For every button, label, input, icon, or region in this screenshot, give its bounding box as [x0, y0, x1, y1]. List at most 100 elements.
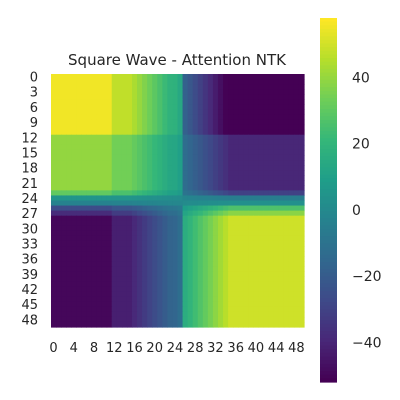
heatmap-cell [66, 230, 72, 237]
heatmap-cell [131, 266, 138, 272]
heatmap-cell [268, 205, 275, 212]
heatmap-cell [177, 104, 184, 111]
heatmap-cell [182, 149, 189, 156]
heatmap-cell [263, 276, 270, 283]
heatmap-cell [217, 190, 224, 197]
heatmap-cell [51, 129, 57, 136]
heatmap-cell [162, 134, 168, 141]
y-tick-label: 42 [21, 283, 38, 298]
heatmap-cell [61, 225, 67, 232]
heatmap-cell [66, 301, 72, 308]
heatmap-cell [283, 134, 290, 141]
heatmap-cell [76, 79, 82, 85]
heatmap-cell [253, 185, 260, 191]
heatmap-cell [187, 129, 194, 136]
heatmap-cell [192, 190, 199, 197]
heatmap-cell [217, 256, 224, 262]
heatmap-cell [233, 195, 239, 202]
heatmap-cell [147, 185, 153, 191]
heatmap-cell [263, 170, 270, 176]
heatmap-cell [61, 261, 67, 267]
heatmap-cell [248, 246, 254, 252]
heatmap-cell [71, 281, 77, 288]
heatmap-cell [167, 240, 174, 247]
heatmap-cell [137, 306, 143, 313]
heatmap-cell [207, 149, 214, 156]
heatmap-cell [187, 321, 194, 328]
heatmap-cell [233, 281, 239, 288]
heatmap-cell [223, 165, 229, 171]
heatmap-cell [157, 129, 163, 136]
heatmap-cell [243, 321, 249, 328]
heatmap-cell [258, 139, 265, 146]
heatmap-cell [116, 220, 123, 227]
heatmap-cell [126, 296, 133, 303]
heatmap-cell [172, 104, 179, 111]
heatmap-cell [248, 99, 254, 105]
heatmap-cell [106, 246, 113, 252]
heatmap-cell [243, 154, 249, 161]
colorbar-segment [320, 145, 337, 150]
heatmap-cell [217, 139, 224, 146]
heatmap-cell [101, 170, 108, 176]
heatmap-cell [268, 251, 275, 257]
colorbar-segment [320, 294, 337, 299]
heatmap-cell [187, 134, 194, 141]
y-tick-label: 18 [21, 162, 38, 177]
heatmap-cell [288, 266, 295, 272]
heatmap-cell [182, 296, 189, 303]
heatmap-cell [86, 195, 93, 202]
heatmap-cell [121, 144, 128, 151]
heatmap-cell [162, 291, 168, 298]
heatmap-cell [293, 160, 300, 166]
heatmap-cell [223, 94, 229, 100]
heatmap-cell [106, 99, 113, 105]
heatmap-cell [202, 119, 209, 126]
colorbar-segment [320, 28, 337, 34]
heatmap-cell [71, 124, 77, 131]
heatmap-cell [263, 286, 270, 293]
heatmap-cell [202, 225, 209, 232]
heatmap-cell [71, 271, 77, 277]
heatmap-cell [278, 99, 285, 105]
heatmap-cell [111, 200, 118, 207]
heatmap-cell [111, 321, 118, 328]
heatmap-cell [212, 139, 219, 146]
heatmap-cell [273, 175, 280, 181]
heatmap-cell [61, 160, 67, 166]
heatmap-cell [61, 154, 67, 161]
heatmap-cell [71, 220, 77, 227]
heatmap-cell [293, 185, 300, 191]
heatmap-cell [61, 321, 67, 328]
heatmap-cell [91, 119, 98, 126]
heatmap-cell [66, 316, 72, 323]
heatmap-cell [66, 79, 72, 85]
heatmap-cell [56, 109, 62, 116]
heatmap-cell [197, 246, 204, 252]
heatmap-cell [223, 276, 229, 283]
heatmap-cell [187, 311, 194, 318]
heatmap-cell [258, 261, 265, 267]
heatmap-cell [248, 235, 254, 242]
heatmap-cell [101, 256, 108, 262]
heatmap-cell [273, 210, 280, 217]
heatmap-cell [101, 215, 108, 222]
heatmap-cell [258, 79, 265, 85]
heatmap-cell [228, 134, 234, 141]
heatmap-cell [76, 215, 82, 222]
heatmap-cell [197, 200, 204, 207]
heatmap-cell [126, 165, 133, 171]
heatmap-cell [228, 185, 234, 191]
heatmap-cell [278, 139, 285, 146]
heatmap-cell [126, 276, 133, 283]
heatmap-cell [243, 220, 249, 227]
heatmap-cell [268, 104, 275, 111]
heatmap-cell [182, 230, 189, 237]
heatmap-cell [61, 190, 67, 197]
heatmap-cell [116, 160, 123, 166]
heatmap-cell [106, 256, 113, 262]
heatmap-cell [126, 321, 133, 328]
colorbar-segment [320, 210, 337, 216]
heatmap-cell [217, 124, 224, 131]
